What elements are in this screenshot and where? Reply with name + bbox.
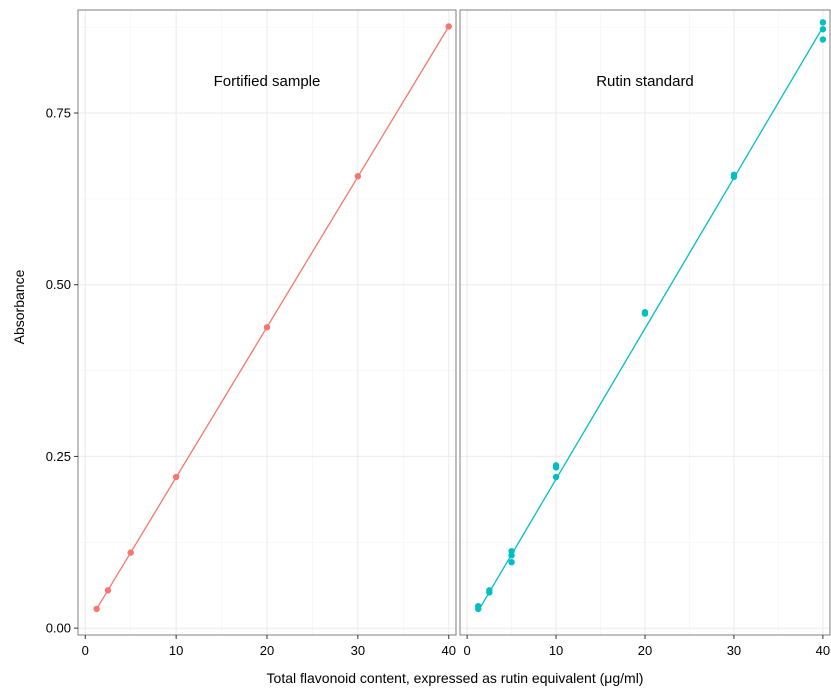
y-axis: 0.00 0.25 0.50 0.75 [46,106,78,636]
data-point [263,324,271,331]
x-tick-label: 10 [549,643,563,658]
y-axis-label: Absorbance [11,269,27,344]
data-point [819,19,827,26]
data-point [552,462,560,469]
x-tick-label: 30 [727,643,741,658]
fit-line [96,26,450,610]
x-axis: 0 10 20 30 40 0 10 20 30 40 [82,635,830,658]
panel-1: Fortified sample [77,9,457,636]
panel-label: Rutin standard [596,73,694,90]
data-point [127,549,134,556]
data-point [104,587,112,594]
panel-2: Rutin standard [459,9,831,636]
data-point [354,173,362,180]
data-point [641,308,649,316]
y-tick-label: 0.00 [46,621,71,636]
data-point [508,558,515,566]
x-tick-label: 40 [441,643,455,658]
data-point [819,36,827,43]
x-axis-label: Total flavonoid content, expressed as ru… [267,670,644,686]
x-tick-label: 20 [260,643,274,658]
data-point [508,548,515,555]
panels-layer: Fortified sample Rutin standard [77,9,831,636]
y-tick-label: 0.75 [46,106,71,121]
data-point [475,602,482,610]
x-tick-label: 0 [463,643,470,658]
panel-label: Fortified sample [214,73,321,90]
data-point [819,26,827,33]
y-tick-label: 0.25 [46,449,71,464]
x-tick-label: 20 [638,643,652,658]
x-tick-label: 10 [169,643,183,658]
y-tick-label: 0.50 [46,277,71,292]
data-point [486,587,493,594]
x-tick-label: 0 [82,643,89,658]
x-tick-label: 40 [816,643,830,658]
x-tick-label: 30 [351,643,365,658]
data-point [93,605,100,613]
fit-line [477,26,824,612]
data-point [552,473,560,481]
data-point [730,171,738,179]
data-point [172,473,180,481]
data-point [445,23,452,30]
